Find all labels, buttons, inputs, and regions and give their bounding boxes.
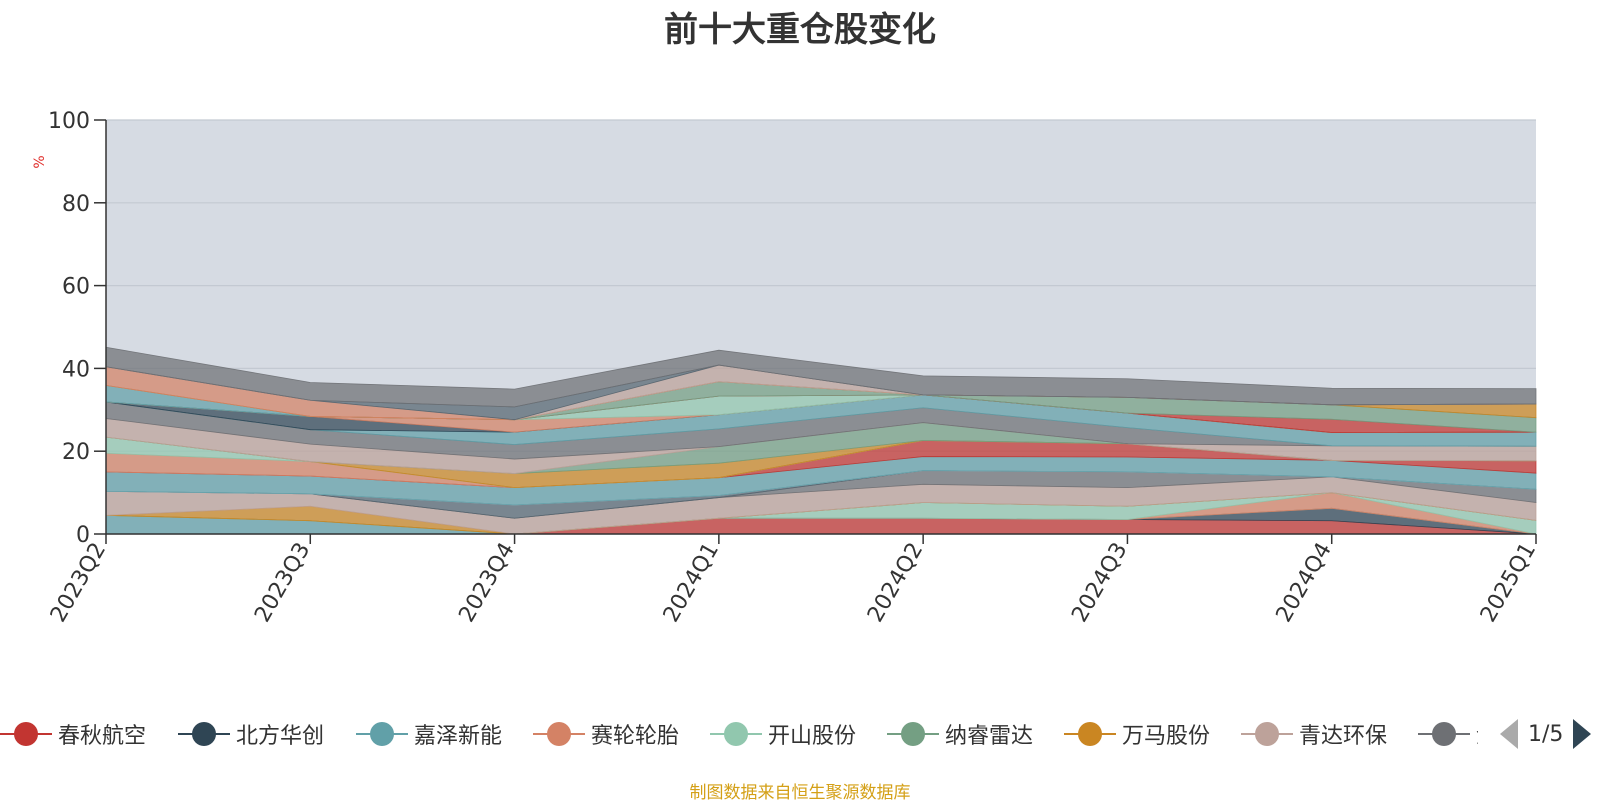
y-tick-label: 60 xyxy=(62,275,90,300)
legend-marker-icon xyxy=(1418,716,1470,752)
x-tick-label: 2023Q4 xyxy=(454,539,519,627)
x-tick-label: 2023Q2 xyxy=(46,539,111,627)
x-tick-label: 2025Q1 xyxy=(1476,539,1541,627)
legend-page-indicator: 1/5 xyxy=(1528,721,1564,747)
legend-next-page-icon[interactable] xyxy=(1573,719,1592,749)
x-tick-label: 2024Q4 xyxy=(1272,539,1337,627)
y-tick-label: 0 xyxy=(76,523,90,548)
area-series[interactable] xyxy=(105,346,1537,408)
legend-item[interactable]: 赛轮轮胎 xyxy=(533,716,679,752)
y-tick-label: 40 xyxy=(62,357,90,382)
legend-item[interactable]: 万马股份 xyxy=(1064,716,1210,752)
legend-item[interactable]: 嘉泽新能 xyxy=(356,716,502,752)
legend-marker-icon xyxy=(710,716,762,752)
legend-label: 万马股份 xyxy=(1122,724,1211,749)
legend: 春秋航空 北方华创 嘉泽新能 赛轮轮胎 开山股份 纳睿雷达 万马股份 青达环保 金 1/5 xyxy=(0,716,1600,752)
legend-marker-icon xyxy=(356,716,408,752)
x-tick-label: 2023Q3 xyxy=(250,539,315,627)
legend-label: 开山股份 xyxy=(768,724,857,749)
legend-item[interactable]: 开山股份 xyxy=(710,716,856,752)
y-tick-label: 80 xyxy=(62,192,90,217)
legend-marker-icon xyxy=(0,716,52,752)
x-tick-label: 2024Q2 xyxy=(863,539,928,627)
stacked-area-chart: 0 20 40 60 80 100 2023Q2 2023Q3 2023Q4 2024Q1 202… xyxy=(32,109,1541,627)
y-axis-unit-label: % xyxy=(32,155,48,168)
chart-title: 前十大重仓股变化 xyxy=(664,10,936,50)
legend-marker-icon xyxy=(178,716,230,752)
legend-label: 北方华创 xyxy=(236,724,325,749)
legend-item[interactable]: 金 xyxy=(1418,716,1478,752)
legend-items: 春秋航空 北方华创 嘉泽新能 赛轮轮胎 开山股份 纳睿雷达 万马股份 青达环保 金 xyxy=(0,716,1478,752)
legend-label: 纳睿雷达 xyxy=(945,724,1034,749)
legend-item[interactable]: 纳睿雷达 xyxy=(887,716,1033,752)
legend-item[interactable]: 青达环保 xyxy=(1241,716,1387,752)
legend-item[interactable]: 北方华创 xyxy=(178,716,324,752)
legend-label: 金 xyxy=(1476,718,1478,750)
legend-marker-icon xyxy=(887,716,939,752)
y-tick-label: 20 xyxy=(62,440,90,465)
data-source-note: 制图数据来自恒生聚源数据库 xyxy=(689,783,911,803)
x-tick-label: 2024Q1 xyxy=(659,539,724,627)
y-tick-label: 100 xyxy=(48,109,90,134)
legend-label: 嘉泽新能 xyxy=(414,724,503,749)
legend-label: 青达环保 xyxy=(1299,724,1388,749)
legend-marker-icon xyxy=(1064,716,1116,752)
legend-label: 春秋航空 xyxy=(58,724,147,749)
legend-label: 赛轮轮胎 xyxy=(591,724,680,749)
legend-pager: 1/5 xyxy=(1500,716,1592,752)
legend-marker-icon xyxy=(533,716,585,752)
legend-item[interactable]: 春秋航空 xyxy=(0,716,146,752)
legend-marker-icon xyxy=(1241,716,1293,752)
x-tick-label: 2024Q3 xyxy=(1067,539,1132,627)
legend-prev-page-icon[interactable] xyxy=(1500,719,1518,749)
